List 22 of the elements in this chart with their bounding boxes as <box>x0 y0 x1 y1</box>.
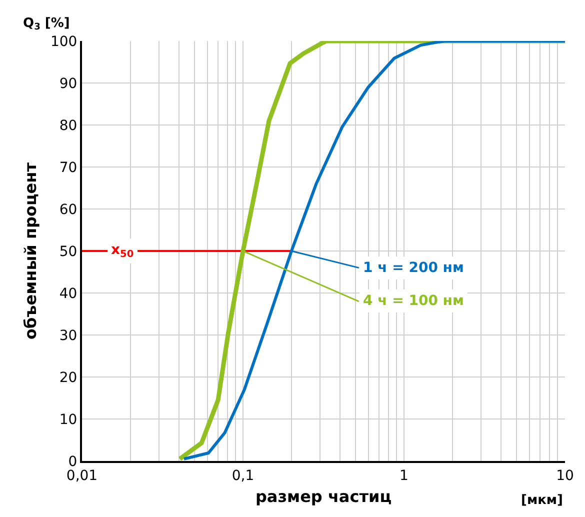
y-tick-label: 60 <box>59 202 78 218</box>
x-tick-label: 0,01 <box>66 468 98 484</box>
y-tick-label: 90 <box>59 76 78 92</box>
annotation: 1 ч = 200 нм <box>363 260 464 276</box>
x-tick-label: 10 <box>556 468 574 484</box>
x-tick-label: 0,1 <box>232 468 254 484</box>
text: [мкм] <box>521 493 563 508</box>
y-tick-label: 30 <box>59 328 78 344</box>
y-tick-label: 50 <box>59 244 78 260</box>
x-axis-title: размер частиц <box>255 487 392 506</box>
y-tick-label: 100 <box>50 34 78 50</box>
series-label: x$_{50}$ <box>111 242 134 260</box>
y-axis-title: объемный процент <box>20 162 40 340</box>
y-tick-label: 0 <box>68 454 78 470</box>
y-tick-label: 10 <box>59 412 78 428</box>
y-tick-label: 70 <box>59 160 78 176</box>
y-tick-label: 20 <box>59 370 78 386</box>
text: Q$_{3}$ [%] <box>23 16 70 33</box>
annotation: 4 ч = 100 нм <box>363 293 464 309</box>
y-tick-label: 40 <box>59 286 78 302</box>
x-tick-label: 1 <box>400 468 408 484</box>
y-tick-label: 80 <box>59 118 78 134</box>
